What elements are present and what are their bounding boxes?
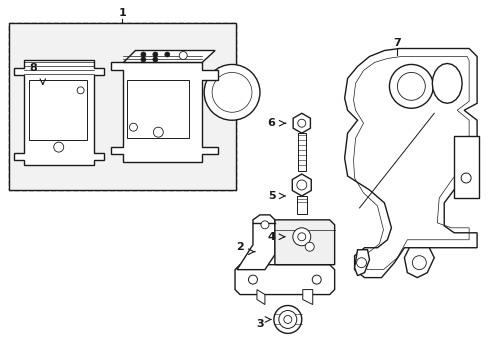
Polygon shape: [431, 63, 461, 103]
Bar: [29, 80, 86, 140]
Circle shape: [153, 52, 158, 57]
Circle shape: [460, 173, 470, 183]
Circle shape: [356, 258, 366, 268]
Circle shape: [278, 310, 296, 328]
Circle shape: [129, 123, 137, 131]
Circle shape: [296, 180, 306, 190]
Circle shape: [292, 228, 310, 246]
Polygon shape: [404, 248, 433, 278]
Circle shape: [77, 87, 84, 94]
Circle shape: [164, 52, 169, 57]
Circle shape: [203, 64, 260, 120]
Bar: [453, 136, 478, 198]
Polygon shape: [274, 220, 334, 265]
Circle shape: [411, 256, 426, 270]
Polygon shape: [237, 215, 274, 270]
Circle shape: [212, 72, 251, 112]
Text: 5: 5: [267, 191, 275, 201]
Text: 7: 7: [393, 37, 401, 48]
Polygon shape: [123, 50, 215, 62]
Circle shape: [397, 72, 425, 100]
Text: 3: 3: [256, 319, 263, 329]
Circle shape: [261, 221, 268, 229]
Circle shape: [305, 242, 314, 251]
Polygon shape: [292, 174, 311, 196]
Circle shape: [283, 315, 291, 323]
Circle shape: [273, 306, 301, 333]
Circle shape: [153, 57, 158, 62]
Text: 4: 4: [267, 232, 275, 242]
Circle shape: [248, 275, 257, 284]
Polygon shape: [302, 289, 312, 305]
Polygon shape: [344, 49, 476, 278]
Circle shape: [297, 119, 305, 127]
Text: 8: 8: [29, 63, 37, 73]
Circle shape: [297, 233, 305, 241]
Polygon shape: [110, 62, 218, 162]
Polygon shape: [354, 250, 369, 276]
Text: 2: 2: [236, 242, 244, 252]
Text: 6: 6: [266, 118, 274, 128]
Bar: [9, 23, 236, 190]
Circle shape: [141, 57, 145, 62]
Bar: [9, 23, 236, 190]
Circle shape: [153, 127, 163, 137]
Polygon shape: [256, 289, 264, 305]
Polygon shape: [14, 60, 103, 165]
Circle shape: [287, 223, 315, 251]
Circle shape: [388, 64, 432, 108]
Circle shape: [179, 51, 187, 59]
Polygon shape: [235, 265, 334, 294]
Polygon shape: [292, 113, 310, 133]
Circle shape: [312, 275, 321, 284]
Circle shape: [54, 142, 63, 152]
Bar: [297, 133, 305, 171]
Bar: [127, 80, 189, 138]
Text: 1: 1: [119, 8, 126, 18]
Bar: [296, 196, 306, 214]
Circle shape: [141, 52, 145, 57]
